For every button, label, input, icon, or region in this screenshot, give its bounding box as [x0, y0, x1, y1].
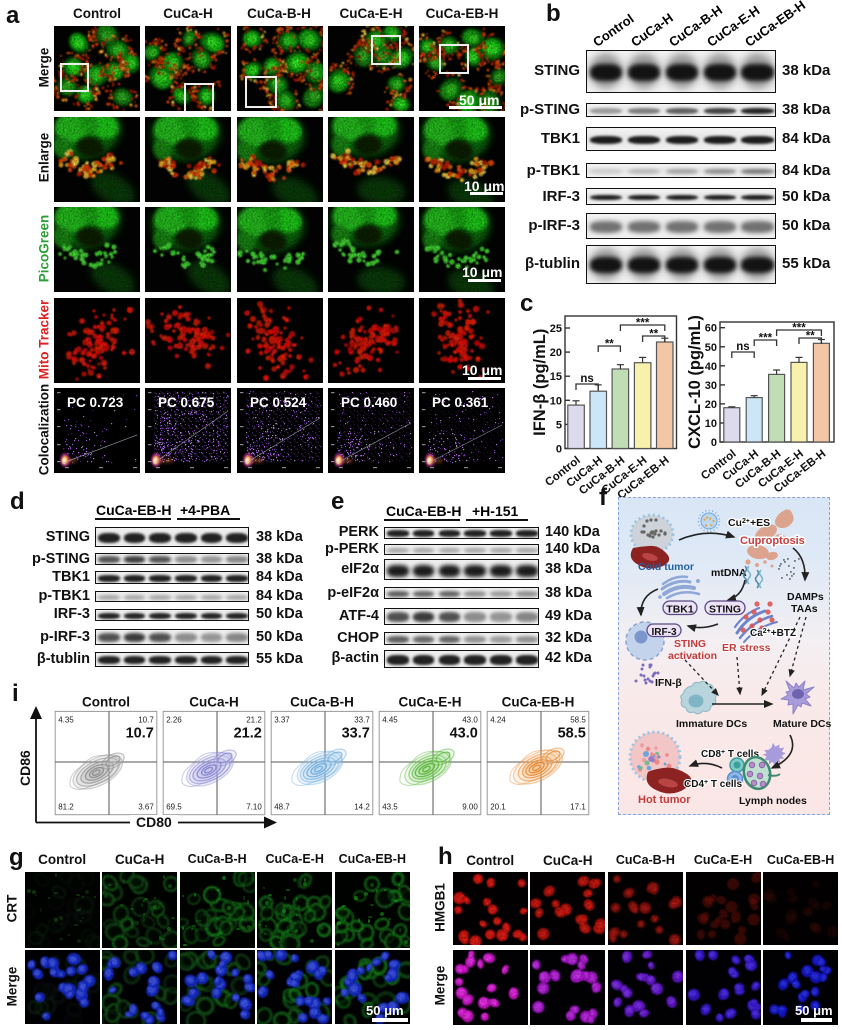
- svg-text:9.00: 9.00: [462, 803, 478, 812]
- svg-text:69.5: 69.5: [166, 803, 182, 812]
- svg-text:2.26: 2.26: [166, 715, 182, 724]
- svg-text:Control: Control: [82, 694, 130, 709]
- svg-text:43.0: 43.0: [462, 715, 478, 724]
- svg-text:CD80: CD80: [136, 814, 172, 830]
- svg-text:4.24: 4.24: [490, 715, 506, 724]
- svg-text:33.7: 33.7: [342, 725, 370, 741]
- svg-text:43.5: 43.5: [382, 803, 398, 812]
- svg-text:58.5: 58.5: [558, 725, 586, 741]
- svg-text:21.2: 21.2: [234, 725, 262, 741]
- svg-text:7.10: 7.10: [246, 803, 262, 812]
- svg-text:20.1: 20.1: [490, 803, 506, 812]
- svg-text:21.2: 21.2: [246, 715, 262, 724]
- svg-text:33.7: 33.7: [354, 715, 370, 724]
- svg-text:48.7: 48.7: [274, 803, 290, 812]
- svg-text:10.7: 10.7: [138, 715, 154, 724]
- svg-text:10.7: 10.7: [126, 725, 154, 741]
- svg-text:3.67: 3.67: [138, 803, 154, 812]
- svg-text:4.35: 4.35: [58, 715, 74, 724]
- svg-text:CD86: CD86: [17, 750, 33, 786]
- svg-text:CuCa-B-H: CuCa-B-H: [290, 694, 354, 709]
- svg-text:43.0: 43.0: [450, 725, 478, 741]
- svg-text:14.2: 14.2: [354, 803, 370, 812]
- svg-text:4.45: 4.45: [382, 715, 398, 724]
- svg-text:3.37: 3.37: [274, 715, 290, 724]
- svg-text:CuCa-H: CuCa-H: [189, 694, 239, 709]
- svg-text:CuCa-EB-H: CuCa-EB-H: [502, 694, 575, 709]
- svg-text:81.2: 81.2: [58, 803, 74, 812]
- svg-text:58.5: 58.5: [570, 715, 586, 724]
- svg-text:CuCa-E-H: CuCa-E-H: [399, 694, 462, 709]
- svg-text:17.1: 17.1: [570, 803, 586, 812]
